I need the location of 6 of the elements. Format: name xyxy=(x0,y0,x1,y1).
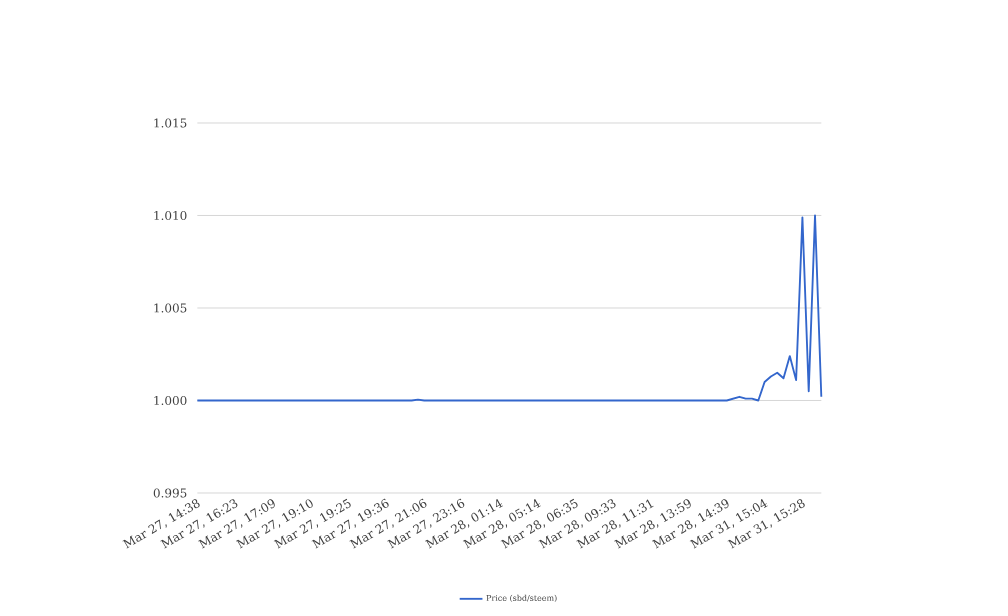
y-tick-label: 1.000 xyxy=(154,395,187,406)
legend-label: Price (sbd/steem) xyxy=(486,594,557,603)
y-tick-label: 1.015 xyxy=(154,118,187,128)
y-tick-label: 0.995 xyxy=(153,488,187,498)
y-tick-label: 1.010 xyxy=(154,210,187,221)
y-tick-label: 1.005 xyxy=(154,303,187,313)
